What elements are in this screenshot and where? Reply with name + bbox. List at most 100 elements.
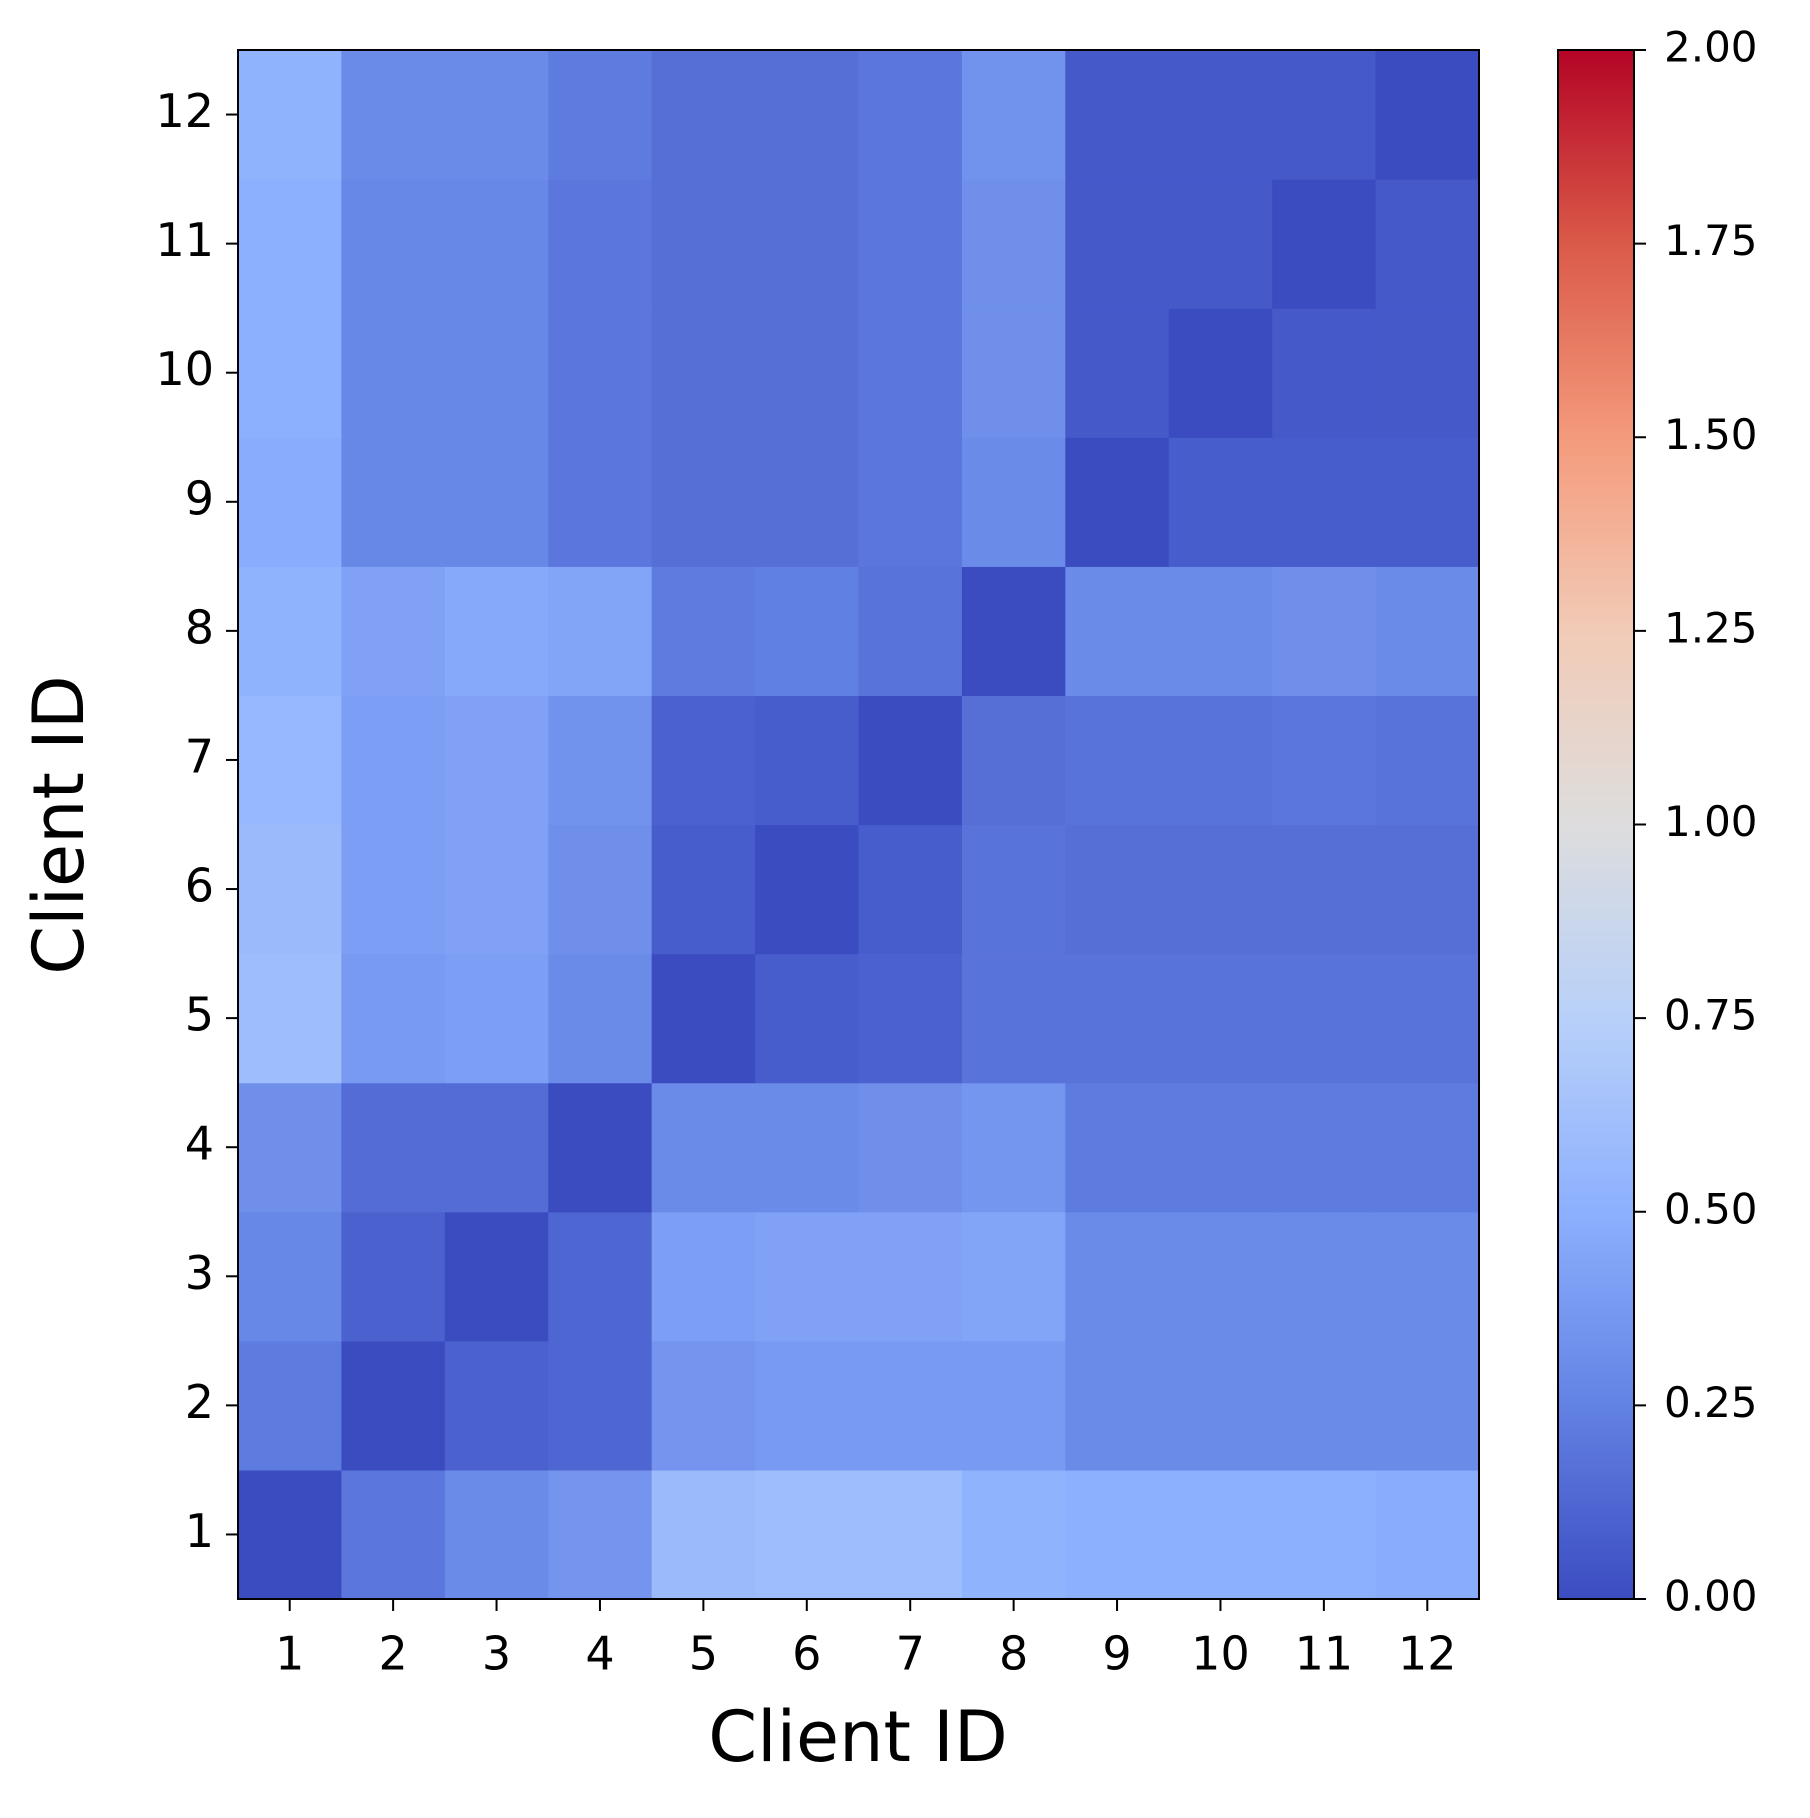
colorbar-tick-label: 0.25: [1664, 1378, 1758, 1427]
heat-cell: [961, 824, 1066, 955]
heat-cell: [1065, 566, 1170, 697]
heat-cell: [238, 437, 343, 567]
y-tick-label: 1: [185, 1504, 214, 1558]
heat-cell: [238, 308, 343, 438]
heat-cell: [341, 1469, 446, 1600]
heat-cell: [341, 824, 446, 955]
heat-cell: [961, 179, 1066, 309]
heat-cell: [961, 1340, 1066, 1471]
x-tick-label: 8: [999, 1627, 1028, 1681]
heat-cell: [444, 1082, 549, 1213]
heat-cell: [1375, 1340, 1480, 1471]
heat-cell: [651, 1340, 756, 1471]
heat-cell: [651, 308, 756, 438]
heat-cell: [755, 179, 860, 309]
heat-cell: [858, 308, 963, 438]
heat-cell: [1375, 953, 1480, 1084]
heat-cell: [651, 437, 756, 567]
heat-cell: [755, 308, 860, 438]
heat-cell: [651, 824, 756, 955]
y-tick-label: 5: [185, 988, 214, 1042]
heat-cell: [1375, 1082, 1480, 1213]
heat-cell: [1375, 824, 1480, 955]
heat-cell: [961, 695, 1066, 826]
heat-cell: [1065, 50, 1170, 180]
heat-cell: [651, 695, 756, 826]
heat-cell: [961, 437, 1066, 567]
heat-cell: [755, 1211, 860, 1342]
heat-cell: [341, 50, 446, 180]
heat-cell: [444, 1469, 549, 1600]
heat-cell: [858, 437, 963, 567]
heat-cell: [444, 824, 549, 955]
colorbar-tick-label: 1.75: [1664, 216, 1758, 265]
heat-cell: [238, 1211, 343, 1342]
heat-cell: [755, 50, 860, 180]
heat-cell: [1375, 437, 1480, 567]
x-tick-label: 2: [378, 1627, 407, 1681]
heat-cell: [1375, 566, 1480, 697]
colorbar-tick-label: 2.00: [1664, 23, 1758, 72]
heat-cell: [651, 566, 756, 697]
heat-cell: [1168, 953, 1273, 1084]
heat-cell: [651, 1469, 756, 1600]
heat-cell: [444, 1211, 549, 1342]
heat-cell: [858, 1340, 963, 1471]
heat-cell: [858, 1469, 963, 1600]
heat-cell: [1272, 695, 1377, 826]
y-tick-label: 11: [155, 213, 214, 267]
heat-cell: [548, 1469, 653, 1600]
heat-cell: [238, 1340, 343, 1471]
heat-cell: [444, 437, 549, 567]
y-tick-label: 4: [185, 1117, 214, 1171]
heat-cell: [548, 179, 653, 309]
heat-cell: [548, 695, 653, 826]
colorbar-tick-label: 1.00: [1664, 797, 1758, 846]
heat-cell: [1168, 50, 1273, 180]
heat-cell: [755, 953, 860, 1084]
y-tick-label: 6: [185, 859, 214, 913]
heat-cell: [858, 953, 963, 1084]
heat-cell: [548, 824, 653, 955]
heat-cell: [1065, 1211, 1170, 1342]
x-axis-title: Client ID: [708, 1696, 1007, 1778]
heat-cell: [548, 308, 653, 438]
heat-cell: [548, 50, 653, 180]
heat-cell: [238, 953, 343, 1084]
heat-cell: [444, 50, 549, 180]
heat-cell: [1168, 179, 1273, 309]
y-tick-label: 7: [185, 729, 214, 783]
heat-cell: [1065, 1082, 1170, 1213]
heat-cell: [755, 824, 860, 955]
heat-cell: [1272, 1340, 1377, 1471]
x-tick-label: 6: [792, 1627, 821, 1681]
heat-cell: [858, 50, 963, 180]
heat-cell: [961, 1082, 1066, 1213]
heat-cell: [858, 1082, 963, 1213]
heat-cell: [444, 695, 549, 826]
heat-cell: [341, 1211, 446, 1342]
heat-cell: [1272, 437, 1377, 567]
heat-cell: [341, 437, 446, 567]
heat-cell: [651, 50, 756, 180]
heat-cell: [444, 308, 549, 438]
colorbar: [1557, 49, 1635, 1600]
x-tick-label: 12: [1398, 1627, 1457, 1681]
heat-cell: [1168, 437, 1273, 567]
heat-cell: [858, 566, 963, 697]
heat-cell: [1168, 1469, 1273, 1600]
heat-cell: [1168, 566, 1273, 697]
heat-cell: [1065, 1469, 1170, 1600]
heat-cell: [755, 1340, 860, 1471]
x-tick-label: 10: [1191, 1627, 1250, 1681]
heat-cell: [1272, 824, 1377, 955]
heat-cell: [341, 1340, 446, 1471]
colorbar-tick-label: 0.00: [1664, 1572, 1758, 1621]
heat-cell: [341, 1082, 446, 1213]
y-tick-label: 9: [185, 471, 214, 525]
heat-cell: [238, 1082, 343, 1213]
heat-cell: [1375, 179, 1480, 309]
y-tick-label: 10: [155, 342, 214, 396]
heat-cell: [1168, 695, 1273, 826]
